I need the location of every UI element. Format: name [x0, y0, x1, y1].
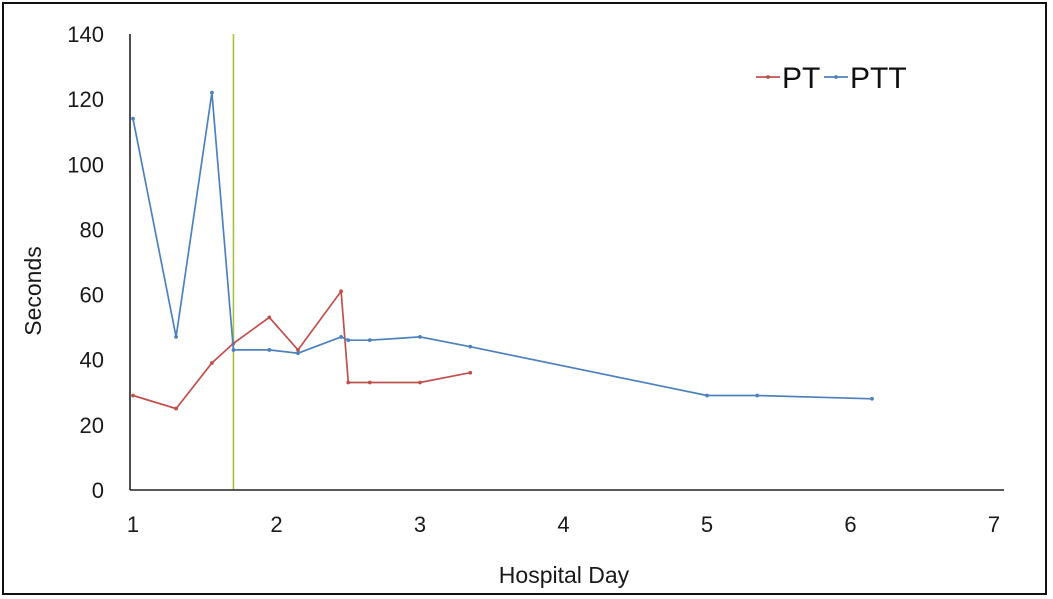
data-point-ptt [418, 335, 422, 339]
data-point-pt [468, 370, 473, 375]
y-tick-label: 0 [92, 478, 104, 503]
y-tick-labels: 0 20 40 60 80 100 120 140 [67, 22, 104, 503]
data-point-pt [367, 380, 372, 385]
data-point-pt [267, 315, 272, 320]
series-layer [131, 90, 874, 411]
x-tick-label: 5 [701, 512, 713, 537]
data-point-pt [346, 380, 351, 385]
legend: PT PTT [756, 62, 907, 95]
data-point-pt [339, 289, 343, 294]
data-point-ptt [210, 90, 214, 95]
y-axis-title: Seconds [20, 246, 46, 336]
axes [129, 34, 1004, 491]
data-point-ptt [346, 338, 351, 343]
data-point-ptt [870, 396, 874, 401]
series-line-ptt [132, 92, 873, 400]
data-point-ptt [267, 348, 272, 352]
data-point-ptt [468, 344, 473, 349]
data-point-ptt [705, 393, 709, 398]
data-point-ptt [131, 116, 135, 121]
x-tick-label: 2 [270, 512, 282, 537]
x-tick-label: 3 [414, 512, 426, 537]
data-point-ptt [339, 335, 343, 339]
x-axis-title: Hospital Day [499, 562, 630, 588]
data-point-ptt [755, 393, 760, 398]
x-tick-label: 4 [557, 512, 569, 537]
legend-marker [834, 75, 838, 79]
data-point-ptt [296, 351, 300, 356]
series-pt [131, 288, 473, 411]
data-point-pt [418, 380, 422, 385]
legend-label: PT [782, 62, 820, 95]
series-ptt [131, 90, 874, 401]
legend-marker [766, 75, 770, 79]
y-tick-label: 60 [80, 283, 104, 308]
data-point-pt [210, 361, 214, 365]
series-line-pt [132, 288, 471, 410]
x-tick-label: 1 [127, 512, 139, 537]
x-tick-label: 6 [844, 512, 856, 537]
data-point-pt [131, 393, 135, 398]
data-point-ptt [231, 348, 236, 352]
x-tick-labels: 1 2 3 4 5 6 7 [127, 512, 1000, 537]
data-point-ptt [367, 338, 372, 343]
legend-item-pt: PT [756, 62, 820, 95]
data-point-ptt [174, 335, 178, 339]
y-tick-label: 140 [67, 22, 104, 47]
data-point-pt [296, 348, 300, 352]
x-tick-label: 7 [988, 512, 1000, 537]
legend-label: PTT [850, 62, 907, 95]
legend-item-ptt: PTT [824, 62, 907, 95]
y-tick-label: 100 [67, 152, 104, 177]
line-chart: 0 20 40 60 80 100 120 140 1 2 3 4 5 6 7 Seconds Hospi… [20, 22, 1004, 588]
y-tick-label: 40 [80, 348, 104, 373]
y-tick-label: 120 [67, 87, 104, 112]
data-point-pt [174, 406, 178, 411]
y-tick-label: 80 [80, 217, 104, 242]
y-tick-label: 20 [80, 413, 104, 438]
